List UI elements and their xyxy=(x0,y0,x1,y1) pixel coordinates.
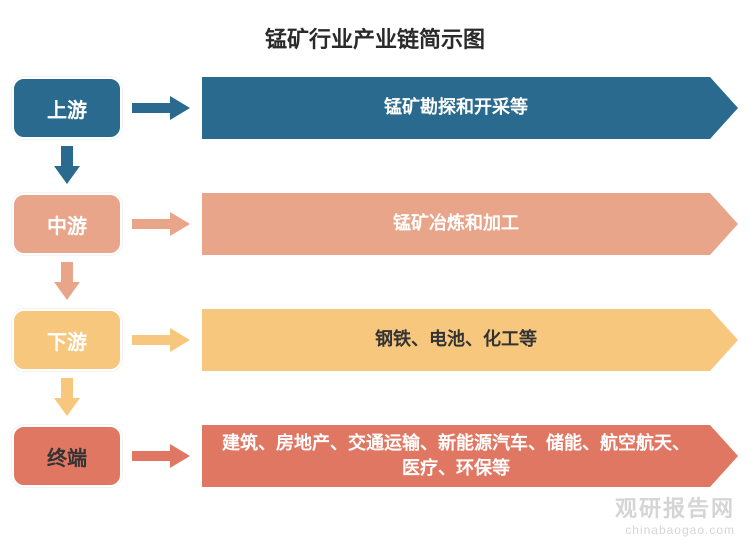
stage-content-terminal: 建筑、房地产、交通运输、新能源汽车、储能、航空航天、医疗、环保等 xyxy=(202,425,738,487)
stage-label-terminal: 终端 xyxy=(12,425,122,487)
diagram-title: 锰矿行业产业链简示图 xyxy=(0,0,750,72)
watermark: 观研报告网 chinabaogao.com xyxy=(615,491,735,537)
stage-label-midstream: 中游 xyxy=(12,193,122,255)
v-arrow-3 xyxy=(12,376,738,420)
h-arrow-icon xyxy=(132,96,192,120)
h-arrow-icon xyxy=(132,444,192,468)
stage-label-upstream: 上游 xyxy=(12,77,122,139)
h-arrow-icon xyxy=(132,328,192,352)
h-arrow-icon xyxy=(132,212,192,236)
down-arrow-icon xyxy=(54,262,80,302)
stage-label-downstream: 下游 xyxy=(12,309,122,371)
stage-row-terminal: 终端 建筑、房地产、交通运输、新能源汽车、储能、航空航天、医疗、环保等 xyxy=(12,420,738,492)
down-arrow-icon xyxy=(54,378,80,418)
stage-content-downstream: 钢铁、电池、化工等 xyxy=(202,309,738,371)
diagram-body: 上游 锰矿勘探和开采等 中游 锰矿冶炼和加工 xyxy=(0,72,750,492)
watermark-main: 观研报告网 xyxy=(615,491,735,523)
stage-row-midstream: 中游 锰矿冶炼和加工 xyxy=(12,188,738,260)
down-arrow-icon xyxy=(54,146,80,186)
v-arrow-2 xyxy=(12,260,738,304)
stage-content-upstream: 锰矿勘探和开采等 xyxy=(202,77,738,139)
v-arrow-1 xyxy=(12,144,738,188)
stage-content-midstream: 锰矿冶炼和加工 xyxy=(202,193,738,255)
stage-row-downstream: 下游 钢铁、电池、化工等 xyxy=(12,304,738,376)
watermark-sub: chinabaogao.com xyxy=(615,523,735,537)
stage-row-upstream: 上游 锰矿勘探和开采等 xyxy=(12,72,738,144)
